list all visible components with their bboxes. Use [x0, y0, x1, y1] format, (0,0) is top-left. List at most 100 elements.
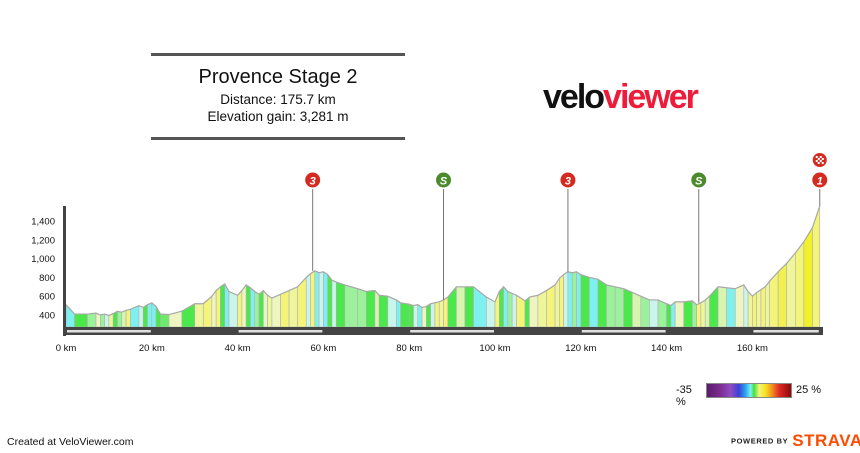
profile-segment	[537, 290, 547, 328]
sprint-icon	[690, 171, 708, 189]
profile-segment	[357, 288, 367, 328]
marker-label: 1	[817, 176, 823, 188]
profile-segment	[331, 279, 337, 328]
profile-segment	[507, 291, 513, 328]
y-tick-label: 1,000	[31, 254, 55, 265]
profile-segment	[327, 273, 333, 328]
y-tick-label: 400	[39, 311, 55, 322]
profile-segment	[498, 286, 504, 328]
profile-segment	[318, 271, 324, 328]
profile-segment	[280, 290, 290, 328]
profile-segment	[365, 290, 376, 328]
marker-label: 3	[565, 176, 571, 188]
x-tick-label: 160 km	[737, 343, 768, 354]
profile-segment	[503, 286, 509, 328]
profile-segment	[777, 262, 788, 328]
finish-flag-check	[817, 158, 820, 160]
profile-segment	[117, 310, 123, 328]
logo-part-velo: velo	[543, 78, 605, 116]
profile-segment	[764, 280, 770, 328]
profile-segment	[288, 286, 298, 328]
profile-segment	[305, 272, 311, 328]
profile-segment	[396, 299, 401, 328]
x-tick-label: 100 km	[479, 343, 510, 354]
profile-segment	[464, 286, 474, 328]
profile-segment	[563, 271, 569, 328]
profile-segment	[752, 291, 757, 328]
profile-segment	[413, 304, 419, 328]
profile-segment	[580, 274, 590, 328]
profile-segment	[546, 284, 556, 328]
profile-segment	[104, 313, 110, 328]
profile-segment	[554, 277, 560, 328]
x-tick-label: 120 km	[565, 343, 596, 354]
profile-segment	[258, 289, 264, 328]
profile-segment	[649, 299, 659, 328]
stage-distance: Distance: 175.7 km	[220, 92, 336, 107]
profile-segment	[473, 286, 487, 328]
profile-segment	[666, 303, 672, 328]
profile-segment	[250, 287, 256, 328]
powered-by-strava[interactable]: POWERED BY STRAVA	[731, 431, 860, 451]
profile-segment	[589, 277, 599, 328]
marker-label: S	[695, 176, 703, 188]
finish-flag-check	[815, 156, 818, 158]
profile-segment	[147, 302, 153, 328]
veloviewer-logo: veloviewer	[543, 78, 699, 116]
powered-by-label: POWERED BY	[731, 436, 789, 446]
profile-segment	[65, 303, 75, 328]
profile-segment	[438, 299, 444, 328]
x-axis-ticks: 0 km 20 km 40 km 60 km 80 km 100 km 120 km 140 …	[56, 343, 768, 354]
title-bottom-rule	[151, 137, 405, 140]
profile-segment	[378, 294, 389, 328]
km-alternating-bars	[67, 330, 819, 333]
x-tick-label: 20 km	[139, 343, 165, 354]
km-bar-segment	[410, 330, 494, 333]
route-markers: 3 S 3 S 1	[304, 152, 829, 303]
profile-segment	[408, 303, 414, 328]
profile-segment	[335, 281, 346, 328]
profile-segment	[524, 296, 530, 328]
profile-segment	[267, 294, 273, 328]
profile-segment	[237, 289, 243, 328]
profile-segment	[571, 271, 577, 328]
finish-flag-check	[817, 162, 820, 164]
profile-segment	[631, 291, 642, 328]
gradient-min-label: -35 %	[676, 384, 692, 408]
x-tick-label: 140 km	[651, 343, 682, 354]
profile-segment	[241, 284, 247, 328]
stage-title: Provence Stage 2	[198, 66, 358, 88]
y-axis-line	[63, 206, 66, 336]
y-tick-label: 600	[39, 292, 55, 303]
profile-segment	[121, 309, 127, 328]
marker-label: S	[440, 176, 448, 188]
created-at-link[interactable]: Created at VeloViewer.com	[7, 436, 134, 448]
climb-category-icon	[811, 171, 829, 189]
profile-segment	[640, 295, 650, 328]
x-tick-label: 0 km	[56, 343, 77, 354]
gradient-color-scale	[706, 383, 792, 398]
profile-segment	[704, 295, 710, 328]
profile-segment	[426, 303, 431, 328]
profile-segment	[674, 301, 685, 328]
profile-segment	[726, 287, 736, 328]
profile-segment	[683, 300, 693, 328]
climb-category-icon	[559, 171, 577, 189]
stage-elevation-gain: Elevation gain: 3,281 m	[207, 109, 349, 124]
profile-segment	[709, 286, 719, 328]
profile-segment	[344, 284, 359, 328]
profile-segment	[623, 288, 633, 328]
profile-segment	[142, 304, 148, 328]
profile-segment	[456, 286, 466, 328]
stage-title-box: Provence Stage 2 Distance: 175.7 km Elev…	[151, 53, 405, 140]
profile-segment	[421, 306, 427, 328]
profile-segment	[228, 291, 238, 328]
finish-flag-check	[815, 160, 818, 162]
km-bar-segment	[67, 330, 151, 333]
profile-segment	[100, 313, 105, 328]
profile-segment	[215, 286, 221, 328]
y-tick-label: 1,400	[31, 217, 55, 228]
profile-segment	[614, 286, 625, 328]
profile-segment	[747, 290, 753, 328]
profile-segment	[374, 289, 380, 328]
